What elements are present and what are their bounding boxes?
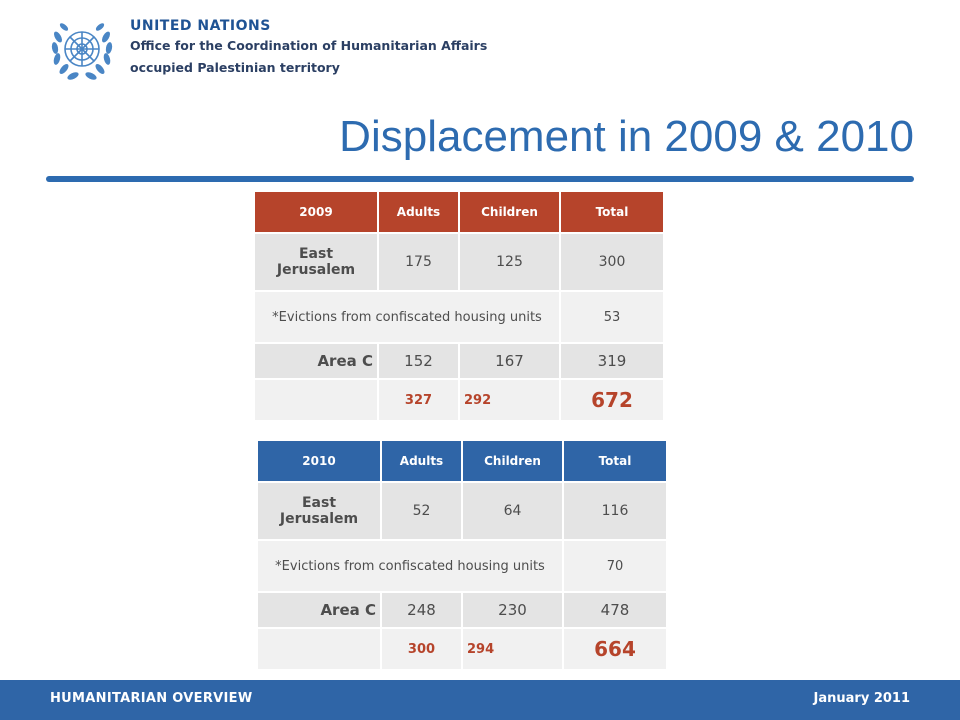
header-children: Children: [458, 190, 561, 234]
row-label-evictions: *Evictions from confiscated housing unit…: [253, 290, 561, 344]
header-total: Total: [562, 439, 668, 483]
cell-children: 64: [461, 481, 564, 541]
table-2009: 2009 Adults Children Total East Jerusale…: [253, 190, 665, 422]
cell-adults: 52: [380, 481, 463, 541]
table-totals-row: 300 294 664: [256, 627, 668, 671]
table-row: Area C 152 167 319: [253, 342, 665, 380]
footer-date: January 2011: [813, 691, 910, 706]
cell-total: 319: [559, 342, 665, 380]
cell-empty: [253, 378, 379, 422]
org-territory: occupied Palestinian territory: [130, 60, 340, 75]
cell-adults: 248: [380, 591, 463, 629]
org-name: UNITED NATIONS: [130, 18, 271, 34]
table-totals-row: 327 292 672: [253, 378, 665, 422]
cell-total: 300: [559, 232, 665, 292]
cell-adults: 175: [377, 232, 460, 292]
header-year: 2010: [256, 439, 382, 483]
un-emblem-icon: [46, 15, 118, 87]
cell-children: 230: [461, 591, 564, 629]
row-label-evictions: *Evictions from confiscated housing unit…: [256, 539, 564, 593]
cell-total: 116: [562, 481, 668, 541]
table-row: *Evictions from confiscated housing unit…: [253, 290, 665, 344]
cell-total: 70: [562, 539, 668, 593]
slide-title: Displacement in 2009 & 2010: [339, 112, 914, 161]
cell-empty: [256, 627, 382, 671]
table-row: East Jerusalem 52 64 116: [256, 481, 668, 541]
header-adults: Adults: [380, 439, 463, 483]
table-header-row: 2009 Adults Children Total: [253, 190, 665, 234]
table-row: Area C 248 230 478: [256, 591, 668, 629]
cell-total: 478: [562, 591, 668, 629]
cell-children: 167: [458, 342, 561, 380]
organization-header: UNITED NATIONS Office for the Coordinati…: [130, 18, 487, 75]
cell-children: 125: [458, 232, 561, 292]
footer-bar: HUMANITARIAN OVERVIEW January 2011: [0, 680, 960, 720]
cell-adults: 152: [377, 342, 460, 380]
table-2010: 2010 Adults Children Total East Jerusale…: [256, 439, 668, 671]
sum-adults: 327: [377, 378, 460, 422]
footer-label: HUMANITARIAN OVERVIEW: [50, 691, 253, 706]
header-year: 2009: [253, 190, 379, 234]
sum-children: 292: [458, 378, 561, 422]
grand-total: 672: [559, 378, 665, 422]
sum-children: 294: [461, 627, 564, 671]
row-label-east-jerusalem: East Jerusalem: [253, 232, 379, 292]
row-label-east-jerusalem: East Jerusalem: [256, 481, 382, 541]
row-label-area-c: Area C: [256, 591, 382, 629]
title-divider: [46, 176, 914, 182]
table-row: *Evictions from confiscated housing unit…: [256, 539, 668, 593]
org-office: Office for the Coordination of Humanitar…: [130, 38, 488, 53]
sum-adults: 300: [380, 627, 463, 671]
grand-total: 664: [562, 627, 668, 671]
header-children: Children: [461, 439, 564, 483]
header-adults: Adults: [377, 190, 460, 234]
header-total: Total: [559, 190, 665, 234]
table-row: East Jerusalem 175 125 300: [253, 232, 665, 292]
row-label-area-c: Area C: [253, 342, 379, 380]
cell-total: 53: [559, 290, 665, 344]
table-header-row: 2010 Adults Children Total: [256, 439, 668, 483]
